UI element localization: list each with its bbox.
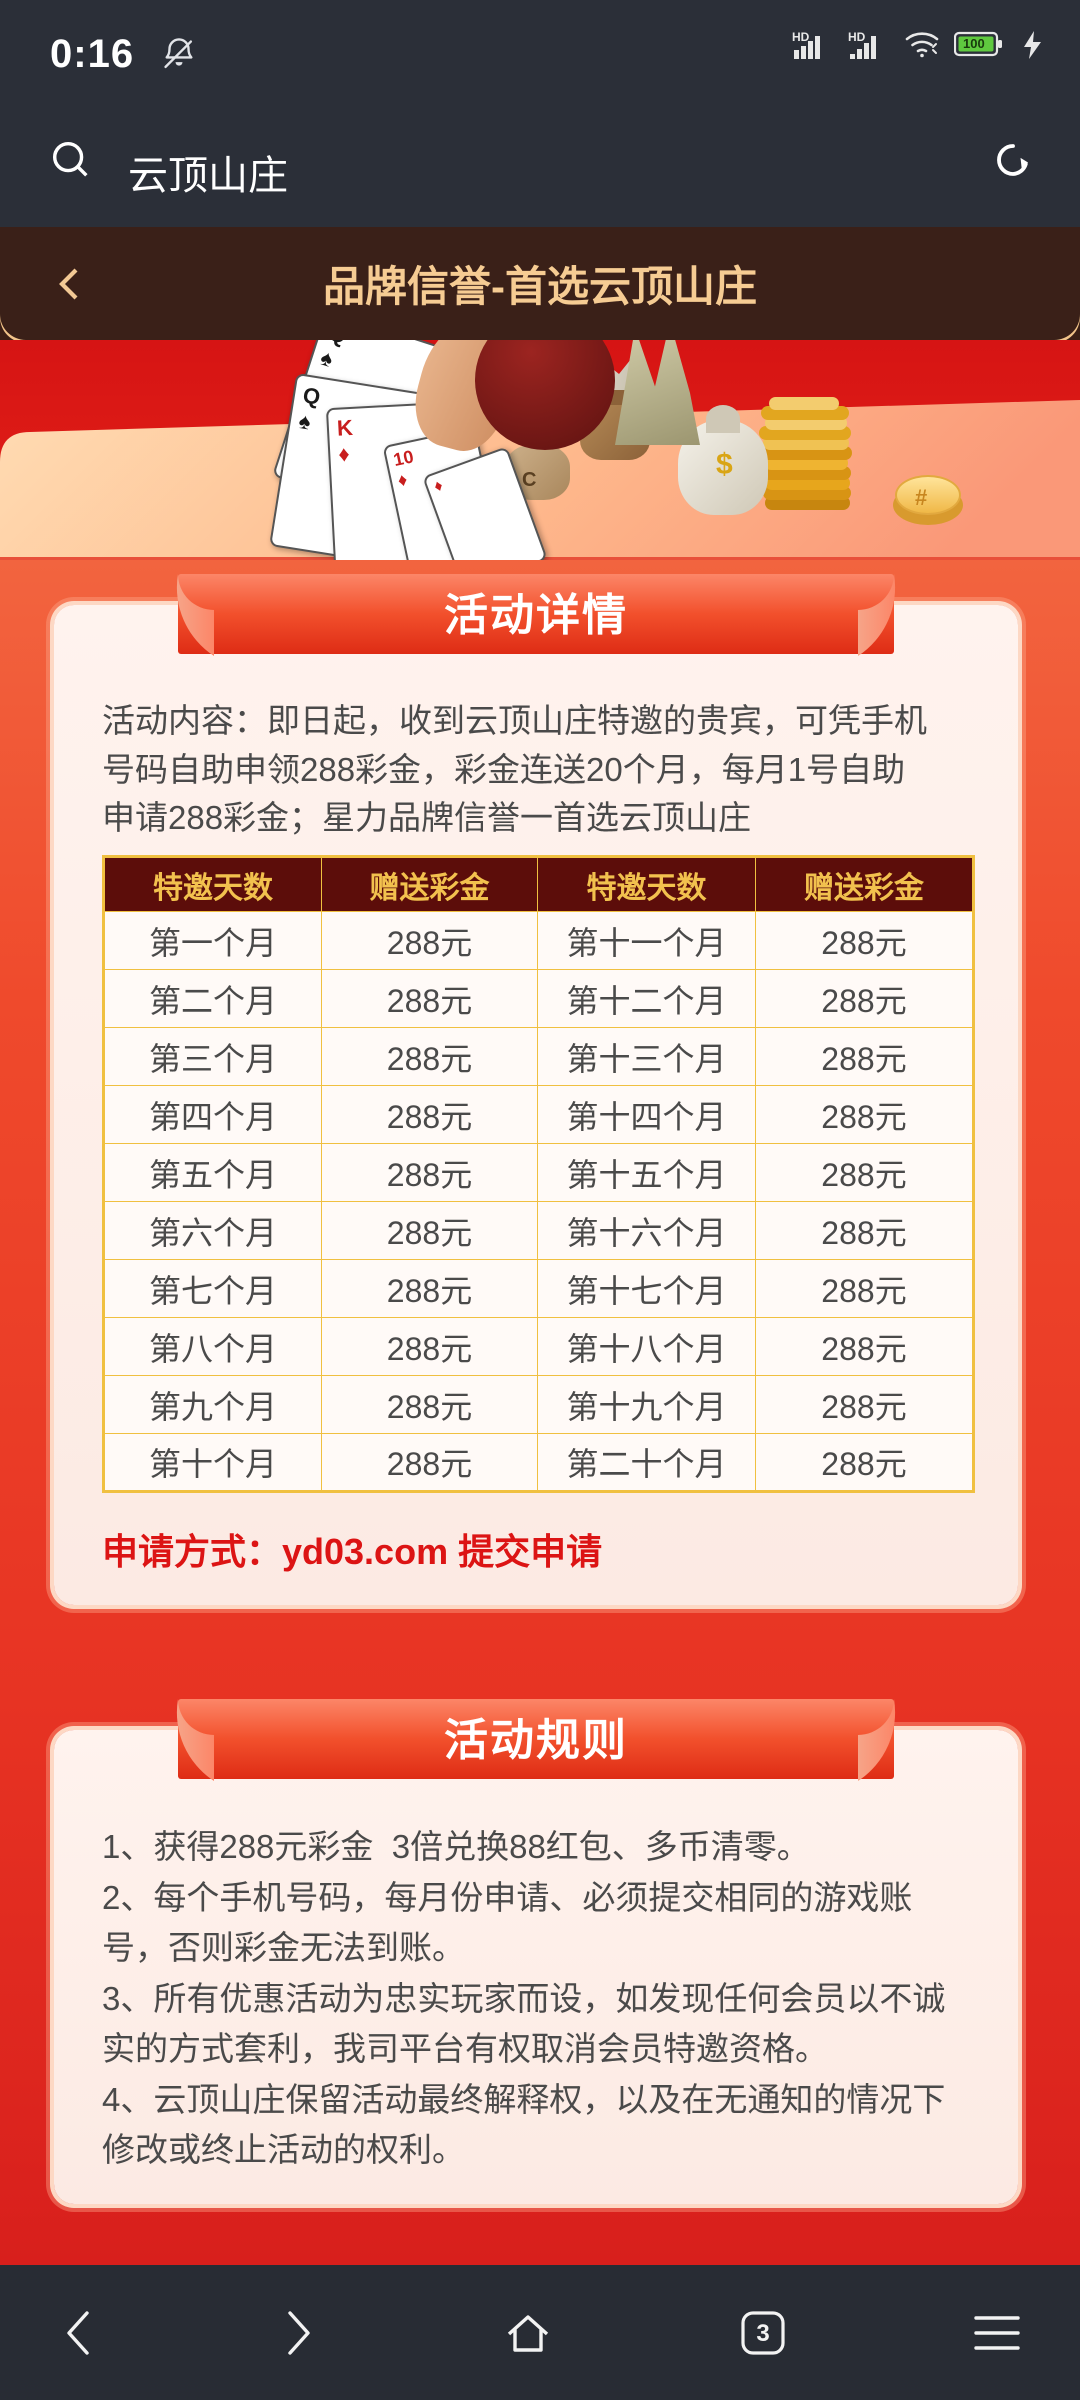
svg-text:HD: HD bbox=[792, 30, 810, 44]
svg-text:3: 3 bbox=[756, 2320, 769, 2347]
svg-text:活动规则: 活动规则 bbox=[444, 1716, 628, 1765]
svg-text:活动详情: 活动详情 bbox=[444, 591, 628, 640]
svg-text:HD: HD bbox=[848, 30, 866, 44]
svg-text:100: 100 bbox=[963, 36, 985, 51]
